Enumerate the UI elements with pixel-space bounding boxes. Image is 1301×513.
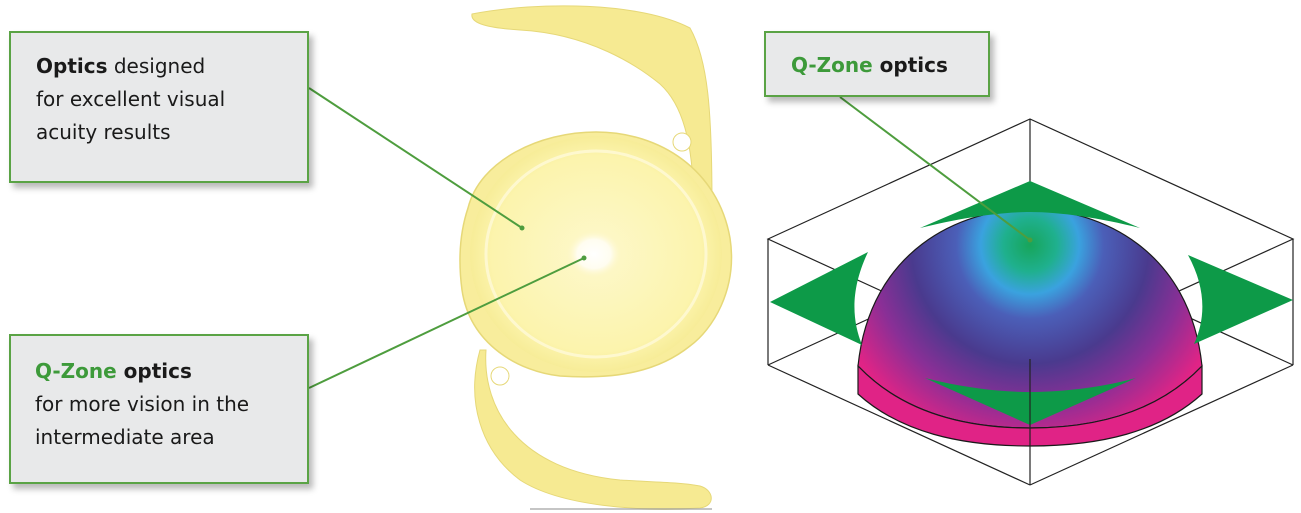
dome-base xyxy=(857,364,1203,447)
callout-qzone-lower-bold: optics xyxy=(116,359,192,383)
callout-qzone-lower-line2: for more vision in the xyxy=(35,392,250,416)
leader-lines xyxy=(308,87,1031,389)
leader-dot-optics xyxy=(519,225,525,231)
leader-dot-qzone-lower xyxy=(581,255,587,261)
green-arrow-icon-right xyxy=(1188,255,1293,344)
upper-haptic-hole xyxy=(672,132,692,152)
leader-line-qzone-right xyxy=(839,96,1031,241)
green-arrow-icon-left xyxy=(770,252,868,345)
callout-optics-line3: acuity results xyxy=(36,120,171,144)
callout-qzone-right-line1: Q-Zone optics xyxy=(791,49,988,82)
callout-optics-line2: for excellent visual xyxy=(36,87,226,111)
leader-dot-qzone-right xyxy=(1027,237,1033,243)
box-bottom-left xyxy=(767,364,1031,486)
lower-haptic-hole xyxy=(490,366,510,386)
callout-qzone-lower-line3: intermediate area xyxy=(35,425,215,449)
callout-qzone-right: Q-Zone optics xyxy=(764,31,990,97)
callout-optics-line1: Optics designed xyxy=(36,50,307,83)
box-bottom-right xyxy=(1029,364,1294,486)
green-arrow-icon-top xyxy=(920,181,1140,228)
leader-line-qzone-lower xyxy=(308,257,585,389)
box-front-edges xyxy=(767,359,1294,486)
callout-optics: Optics designed for excellent visual acu… xyxy=(9,31,309,183)
callout-qzone-right-green: Q-Zone xyxy=(791,53,873,77)
lower-haptic xyxy=(474,349,712,510)
intraocular-lens-illustration xyxy=(459,5,733,510)
callout-qzone-right-bold: optics xyxy=(872,53,948,77)
callout-optics-line1-rest: designed xyxy=(107,54,206,78)
callout-qzone-lower-line1: Q-Zone optics xyxy=(35,355,307,388)
leader-line-optics xyxy=(308,87,523,229)
lens-optic-ring xyxy=(484,149,708,359)
callout-optics-title: Optics xyxy=(36,54,108,78)
callout-qzone-lower: Q-Zone optics for more vision in the int… xyxy=(9,334,309,484)
qzone-center-highlight xyxy=(566,230,622,278)
callout-qzone-lower-green: Q-Zone xyxy=(35,359,117,383)
